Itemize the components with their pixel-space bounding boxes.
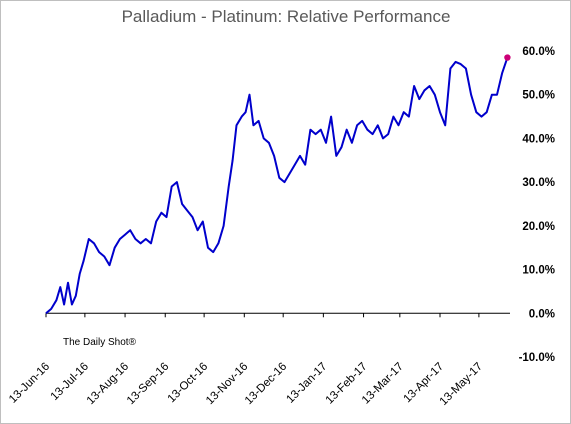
x-tick-label: 13-Jan-17: [284, 361, 329, 406]
x-axis-labels: 13-Jun-1613-Jul-1613-Aug-1613-Sep-1613-O…: [7, 361, 485, 408]
y-tick-label: -10.0%: [519, 352, 555, 364]
x-tick-label: 13-Aug-16: [85, 361, 131, 407]
x-tick-label: 13-May-17: [438, 361, 485, 408]
y-tick-label: 40.0%: [522, 133, 555, 145]
y-tick-label: 0.0%: [529, 308, 555, 320]
y-tick-label: 10.0%: [522, 265, 555, 277]
y-axis-ticks: -10.0% 0.0% 10.0% 20.0% 30.0% 40.0% 50.0% 60.0%: [519, 46, 555, 364]
chart-title: Palladium - Platinum: Relative Performan…: [122, 7, 451, 26]
last-point-marker: [504, 54, 511, 61]
x-tick-label: 13-Jul-16: [49, 361, 91, 403]
y-tick-label: 30.0%: [522, 177, 555, 189]
series-line-palladium-platinum: [45, 57, 509, 315]
source-annotation: The Daily Shot®: [63, 337, 137, 348]
y-tick-label: 50.0%: [522, 90, 555, 102]
x-tick-label: 13-Dec-16: [243, 361, 289, 407]
x-tick-label: 13-Sep-16: [125, 361, 171, 407]
y-tick-label: 20.0%: [522, 221, 555, 233]
x-tick-label: 13-Jun-16: [7, 361, 52, 406]
x-axis-tick-marks: [45, 313, 480, 318]
y-tick-label: 60.0%: [522, 46, 555, 58]
